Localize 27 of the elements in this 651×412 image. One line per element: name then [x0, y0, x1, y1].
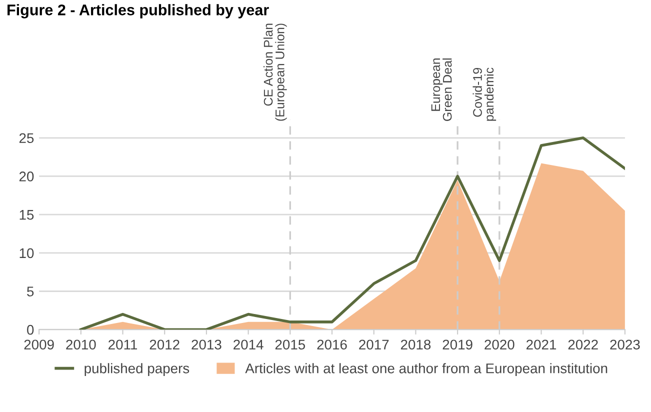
x-tick-label: 2018 [400, 340, 431, 350]
x-tick-label: 2010 [66, 340, 96, 350]
x-tick-label: 2016 [317, 340, 347, 350]
x-tick-label: 2022 [568, 340, 598, 350]
y-tick-label: 25 [19, 133, 34, 144]
x-tick-label: 2017 [359, 340, 389, 350]
x-tick-label: 2009 [24, 340, 54, 350]
ref-line-label: European Green Deal [431, 58, 452, 121]
x-tick-label: 2013 [192, 340, 222, 350]
y-tick-label: 5 [27, 286, 34, 296]
y-tick-label: 20 [19, 172, 34, 182]
ref-line-label: CE Action Plan (European Union) [264, 24, 287, 121]
x-tick-label: 2021 [526, 340, 556, 350]
x-tick-label: 2019 [442, 340, 472, 350]
chart-title: Figure 2 - Articles published by year [8, 4, 269, 18]
x-tick-label: 2023 [610, 340, 640, 350]
x-tick-label: 2014 [234, 340, 264, 350]
x-tick-label: 2015 [275, 340, 306, 350]
legend-label: published papers [84, 363, 190, 376]
y-tick-label: 15 [20, 210, 34, 220]
x-tick-label: 2020 [484, 340, 514, 350]
y-tick-label: 10 [20, 248, 34, 258]
x-tick-label: 2012 [150, 340, 180, 350]
legend-label: Articles with at least one author from a European institution [245, 363, 608, 376]
ref-line-label: Covid-19 pandemic [472, 68, 496, 121]
x-tick-label: 2011 [108, 340, 138, 350]
y-tick-label: 0 [27, 324, 34, 335]
